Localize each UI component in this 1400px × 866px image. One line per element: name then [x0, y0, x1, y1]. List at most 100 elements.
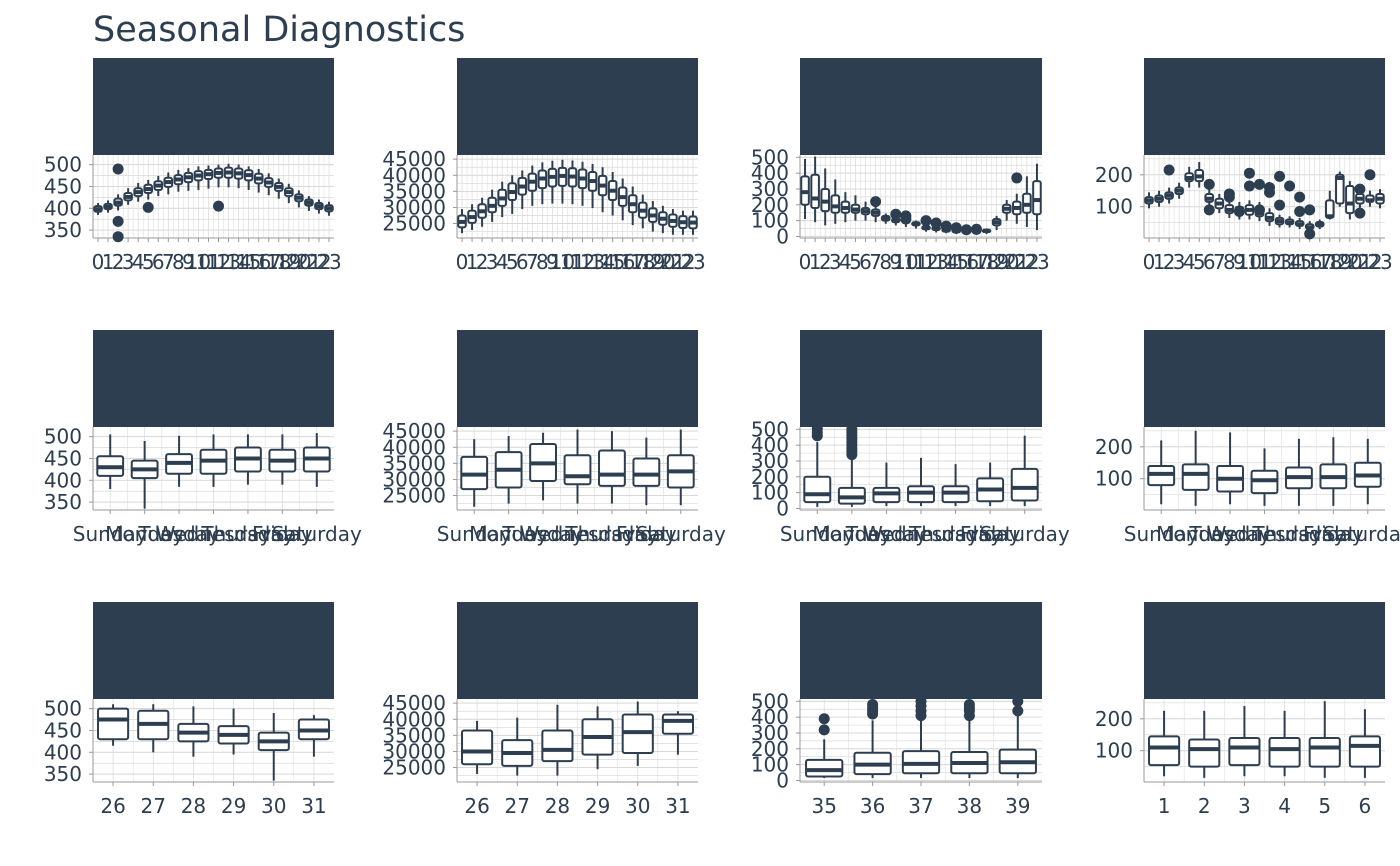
x-tick-label: 8 — [879, 250, 892, 274]
boxplot-30 — [257, 712, 290, 781]
outlier-point — [811, 427, 823, 439]
outlier-point — [1163, 164, 1175, 176]
boxplot-2 — [477, 197, 487, 227]
boxplot-39 — [998, 695, 1037, 779]
x-tick-label: 8 — [536, 250, 549, 274]
box-iqr — [97, 707, 130, 741]
y-tick-label: 200 — [1095, 163, 1133, 187]
x-tick-label: 21 — [1347, 250, 1372, 274]
boxplot-16 — [617, 178, 628, 221]
y-tick-label: 450 — [44, 174, 82, 198]
y-tick-label: 400 — [44, 740, 82, 764]
outlier-point — [963, 699, 975, 711]
x-tick-label: 1 — [466, 250, 479, 274]
boxplot-9 — [1233, 201, 1245, 220]
boxplot-11 — [203, 165, 214, 189]
boxplot-7 — [870, 196, 882, 223]
x-tick-label: 17 — [964, 250, 989, 274]
x-tick-label: 26 — [100, 794, 125, 818]
boxplot-23 — [1375, 189, 1385, 209]
boxplot-14 — [597, 167, 608, 213]
x-tick-label: 3 — [1173, 250, 1186, 274]
x-tick-label: 19 — [276, 250, 301, 274]
outlier-point — [1354, 207, 1366, 219]
box-iqr — [1032, 180, 1042, 216]
x-tick-label: 39 — [1005, 794, 1030, 818]
x-tick-label: Saturday — [272, 522, 362, 546]
boxplot-23 — [1032, 163, 1042, 231]
outlier-point — [900, 213, 912, 225]
x-tick-label: 29 — [221, 794, 246, 818]
x-tick-label: 9 — [182, 250, 195, 274]
x-tick-label: 12 — [913, 250, 938, 274]
boxplot-14 — [940, 220, 952, 234]
boxplot-7 — [1214, 193, 1225, 214]
facet-strip — [800, 58, 1042, 155]
boxplot-Wednesday — [199, 434, 228, 487]
outlier-point — [1284, 180, 1296, 192]
y-tick-label: 0 — [776, 768, 789, 792]
boxplot-36 — [853, 699, 892, 779]
facet-strip — [93, 58, 334, 155]
x-tick-label: 8 — [1223, 250, 1236, 274]
boxplot-19 — [1335, 171, 1345, 207]
boxplot-18 — [638, 194, 648, 229]
x-tick-label: 0 — [92, 250, 105, 274]
boxplot-16 — [253, 168, 264, 193]
boxplot-4 — [133, 182, 143, 202]
x-tick-label: Friday — [616, 522, 677, 546]
x-tick-label: 4 — [839, 250, 852, 274]
boxplot-Saturday — [1010, 435, 1039, 507]
outlier-point — [1253, 204, 1265, 216]
outlier-point — [1203, 204, 1215, 216]
boxplot-5 — [850, 195, 861, 221]
x-tick-label: Wednesday — [520, 522, 636, 546]
x-tick-label: 6 — [1359, 794, 1372, 818]
x-tick-label: Friday — [960, 522, 1021, 546]
x-tick-label: 15 — [944, 250, 969, 274]
box-iqr — [1228, 736, 1261, 767]
outlier-point — [940, 220, 952, 232]
x-tick-label: 26 — [464, 794, 489, 818]
box-iqr — [1148, 735, 1181, 767]
box-iqr — [1345, 184, 1355, 215]
boxplot-14 — [233, 164, 244, 189]
boxplot-Tuesday — [1216, 432, 1244, 505]
boxplot-6 — [153, 175, 164, 197]
outlier-point — [960, 224, 972, 236]
y-tick-label: 400 — [751, 433, 789, 457]
x-tick-label: 12 — [206, 250, 231, 274]
box-iqr — [810, 173, 820, 209]
boxplot-Thursday — [1285, 438, 1313, 506]
facet-panel-week-H150: weekH15001002003004005003536373839 — [751, 615, 1042, 818]
boxplot-20 — [1345, 181, 1355, 220]
outlier-point — [920, 215, 932, 227]
x-tick-label: 0 — [1143, 250, 1156, 274]
boxplot-Wednesday — [1250, 448, 1279, 506]
x-tick-label: 8 — [172, 250, 185, 274]
outlier-point — [1223, 191, 1235, 203]
x-tick-label: 31 — [301, 794, 326, 818]
boxplot-6 — [860, 201, 871, 221]
x-tick-label: 20 — [650, 250, 675, 274]
x-tick-label: 22 — [306, 250, 331, 274]
box-iqr — [632, 457, 661, 487]
x-tick-label: 7 — [162, 250, 175, 274]
y-tick-label: 25000 — [382, 756, 446, 780]
x-tick-label: 17 — [1307, 250, 1332, 274]
x-tick-label: 37 — [908, 794, 933, 818]
box-iqr — [541, 729, 574, 763]
x-tick-label: 28 — [545, 794, 570, 818]
box-iqr — [1268, 736, 1301, 768]
facet-strip — [1144, 602, 1385, 699]
boxplot-17 — [263, 173, 274, 196]
outlier-point — [890, 208, 902, 220]
x-tick-label: Wednesday — [156, 522, 272, 546]
outlier-point — [1294, 206, 1306, 218]
x-tick-label: 36 — [860, 794, 885, 818]
outlier-point — [112, 231, 124, 243]
x-tick-label: Wednesday — [1207, 522, 1323, 546]
boxplot-7 — [527, 165, 538, 206]
boxplot-Friday — [632, 437, 661, 506]
boxplot-30 — [621, 701, 654, 766]
